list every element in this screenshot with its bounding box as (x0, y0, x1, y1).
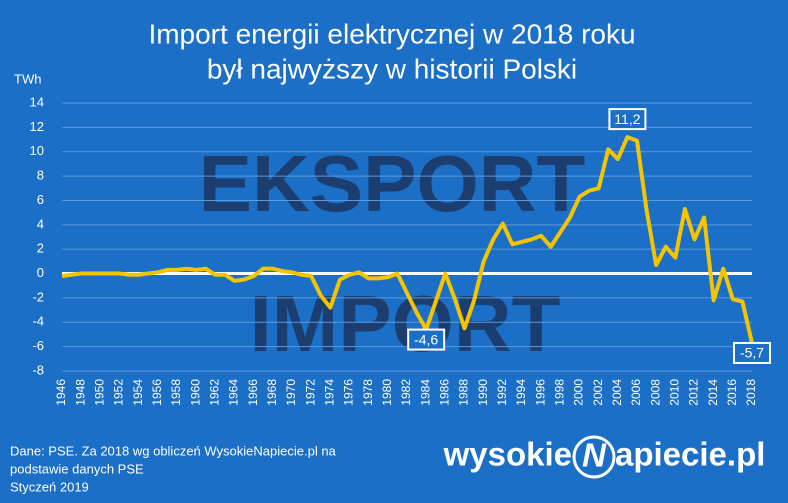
x-tick-label: 1970 (284, 379, 298, 406)
x-tick-label: 1988 (457, 379, 471, 406)
x-tick-label: 2002 (591, 379, 605, 406)
x-tick-label: 1960 (188, 379, 202, 406)
y-tick-label: 6 (37, 192, 44, 207)
x-tick-label: 1964 (227, 379, 241, 406)
y-tick-label: 8 (37, 168, 44, 183)
value-label-box (407, 328, 446, 351)
source: Dane: PSE. Za 2018 wg obliczeń WysokieNa… (10, 443, 337, 458)
x-tick-label: 1992 (495, 379, 509, 406)
y-tick-label: 4 (37, 216, 44, 231)
value-label-box (608, 108, 647, 131)
x-tick-label: 1956 (150, 379, 164, 406)
x-tick-label: 2014 (706, 379, 720, 406)
logo: wysokie (443, 436, 572, 473)
x-tick-label: 1946 (54, 379, 68, 406)
y-tick-label: -4 (32, 314, 44, 329)
x-tick-label: 1976 (342, 379, 356, 406)
chart-title: był najwyższy w historii Polski (207, 53, 577, 84)
y-tick-label: 2 (37, 241, 44, 256)
x-tick-label: 1950 (93, 379, 107, 406)
x-tick-label: 1954 (131, 379, 145, 406)
x-tick-label: 1968 (265, 379, 279, 406)
logo-circle (572, 435, 616, 479)
x-tick-label: 2018 (744, 379, 758, 406)
y-tick-label: -6 (32, 338, 44, 353)
x-tick-label: 1998 (553, 379, 567, 406)
x-tick-label: 1948 (73, 379, 87, 406)
y-tick-label: -2 (32, 289, 44, 304)
x-tick-label: 2008 (648, 379, 662, 406)
x-tick-label: 1980 (380, 379, 394, 406)
x-tick-label: 1952 (112, 379, 126, 406)
logo: N (582, 437, 607, 474)
x-tick-label: 2016 (725, 379, 739, 406)
x-tick-label: 2006 (629, 379, 643, 406)
y-axis-label: TWh (14, 71, 41, 86)
x-tick-label: 2012 (687, 379, 701, 406)
x-tick-label: 1972 (303, 379, 317, 406)
x-tick-label: 1990 (476, 379, 490, 406)
x-tick-label: 1978 (361, 379, 375, 406)
y-tick-label: 10 (30, 143, 44, 158)
value-label-box (733, 341, 771, 364)
x-tick-label: 1982 (399, 379, 413, 406)
x-tick-label: 1958 (169, 379, 183, 406)
x-tick-label: 1966 (246, 379, 260, 406)
y-tick-label: 12 (30, 119, 44, 134)
source: podstawie danych PSE (10, 461, 144, 476)
line (61, 135, 754, 344)
x-tick-label: 2004 (610, 379, 624, 406)
logo: apiecie.pl (615, 436, 765, 473)
x-tick-label: 1974 (323, 379, 337, 406)
y-tick-label: 0 (37, 265, 44, 280)
value-label: 11,2 (614, 111, 640, 127)
chart-title: Import energii elektrycznej w 2018 roku (148, 18, 635, 49)
x-tick-label: 1994 (514, 379, 528, 406)
y-tick-label: -8 (32, 362, 44, 377)
source: Styczeń 2019 (10, 479, 89, 494)
x-tick-label: 1986 (438, 379, 452, 406)
y-tick-label: 14 (30, 94, 44, 109)
x-tick-label: 1962 (208, 379, 222, 406)
export-watermark: EKSPORT (199, 139, 586, 228)
x-tick-label: 1984 (418, 379, 432, 406)
x-tick-label: 2000 (572, 379, 586, 406)
value-label: -5,7 (740, 345, 764, 361)
x-tick-label: 1996 (533, 379, 547, 406)
import-watermark: IMPORT (249, 279, 560, 368)
x-tick-label: 2010 (668, 379, 682, 406)
value-label: -4,6 (414, 331, 438, 347)
